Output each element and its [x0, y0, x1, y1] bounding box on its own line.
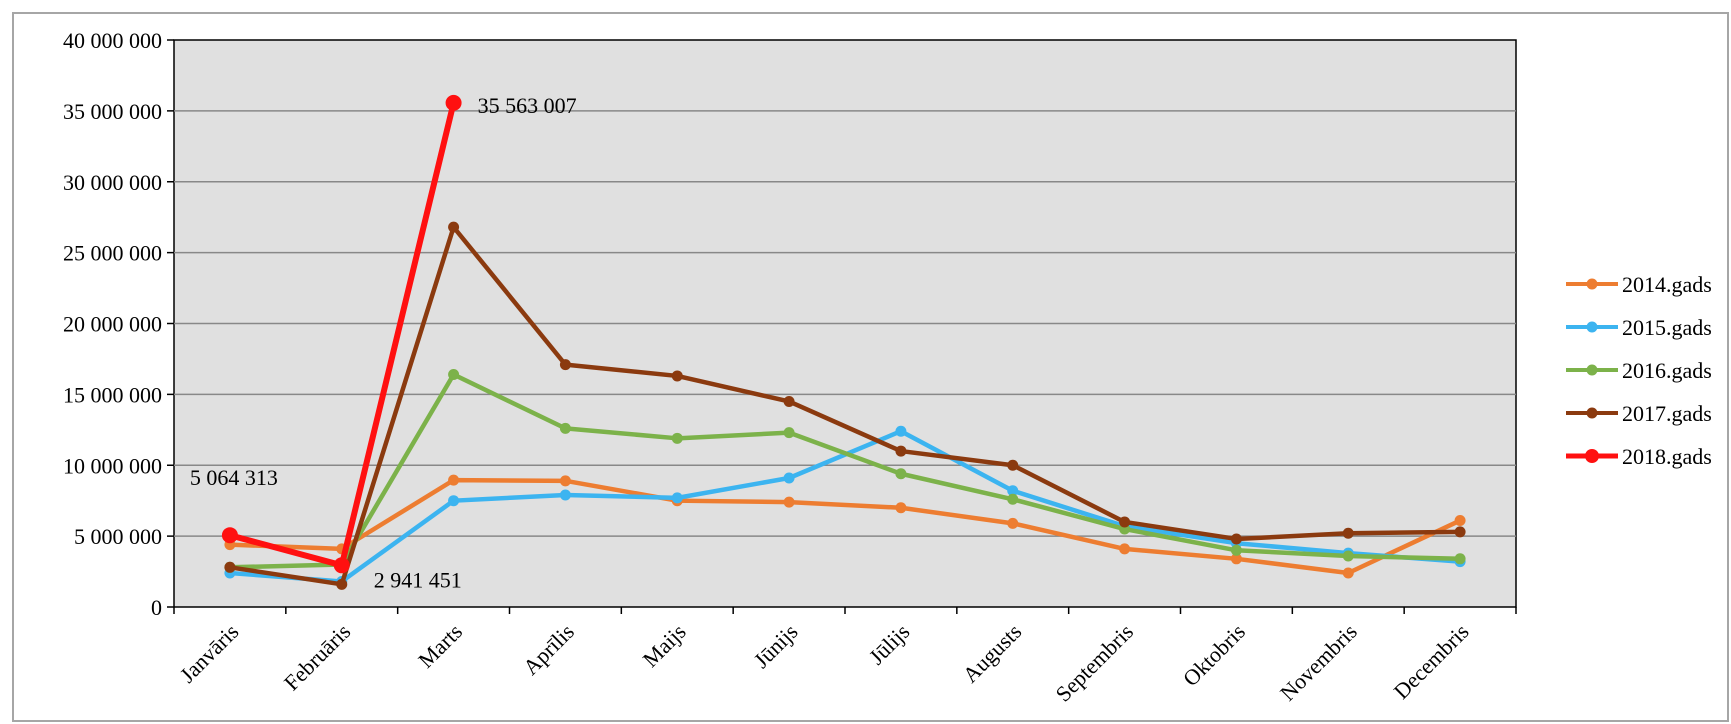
data-point [895, 425, 907, 437]
data-point [1119, 543, 1131, 555]
data-label: 5 064 313 [190, 465, 278, 490]
data-point [895, 445, 907, 457]
data-point [448, 474, 460, 486]
x-tick-label: Decembris [1389, 619, 1474, 704]
y-tick-label: 25 000 000 [63, 241, 162, 266]
data-point [783, 427, 795, 439]
data-point [1454, 553, 1466, 565]
data-point [336, 578, 348, 590]
data-point [224, 561, 236, 573]
data-point [1230, 533, 1242, 545]
legend-label: 2015.gads [1622, 315, 1712, 340]
data-point [559, 475, 571, 487]
data-point [783, 496, 795, 508]
x-tick-label: Marts [413, 619, 467, 673]
legend-label: 2017.gads [1622, 401, 1712, 426]
data-point [671, 432, 683, 444]
data-point [445, 94, 462, 111]
y-tick-label: 0 [151, 595, 162, 620]
legend-label: 2016.gads [1622, 358, 1712, 383]
data-point [333, 557, 350, 574]
legend-marker [1586, 407, 1598, 419]
y-tick-label: 10 000 000 [63, 453, 162, 478]
series-line [227, 372, 1463, 570]
y-tick-label: 35 000 000 [63, 99, 162, 124]
data-point [671, 370, 683, 382]
data-point [1007, 493, 1019, 505]
data-point [783, 472, 795, 484]
x-tick-label: Janvāris [175, 619, 244, 688]
data-label: 35 563 007 [478, 93, 577, 118]
data-point [1342, 527, 1354, 539]
data-point [895, 502, 907, 514]
x-tick-label: Novembris [1275, 619, 1362, 706]
data-point [895, 468, 907, 480]
series-line [227, 224, 1463, 587]
data-point [559, 489, 571, 501]
data-point [559, 359, 571, 371]
data-point [1454, 526, 1466, 538]
y-tick-label: 15 000 000 [63, 382, 162, 407]
y-tick-label: 20 000 000 [63, 312, 162, 337]
legend-marker [1586, 364, 1598, 376]
legend-marker [1585, 449, 1599, 463]
data-point [1007, 459, 1019, 471]
data-point [1007, 485, 1019, 497]
data-point [559, 422, 571, 434]
data-point [1119, 516, 1131, 528]
data-point [1230, 553, 1242, 565]
x-tick-label: Aprīlis [518, 619, 579, 680]
series-line [227, 477, 1463, 576]
data-point [783, 395, 795, 407]
legend-marker [1586, 278, 1598, 290]
x-tick-label: Jūlijs [864, 619, 915, 670]
x-tick-label: Septembris [1050, 619, 1138, 707]
legend-label: 2014.gads [1622, 272, 1712, 297]
y-tick-label: 5 000 000 [74, 524, 162, 549]
x-tick-label: Maijs [638, 619, 691, 672]
legend-marker [1586, 321, 1598, 333]
legend-label: 2018.gads [1622, 444, 1712, 469]
data-point [448, 495, 460, 507]
data-point [1342, 550, 1354, 562]
x-tick-label: Jūnijs [749, 619, 803, 673]
data-point [1342, 567, 1354, 579]
data-label: 2 941 451 [374, 567, 462, 592]
y-tick-label: 40 000 000 [63, 28, 162, 53]
data-point [221, 527, 238, 544]
data-point [448, 369, 460, 381]
x-tick-label: Oktobris [1178, 619, 1250, 691]
data-point [671, 492, 683, 504]
x-tick-label: Augusts [958, 619, 1027, 688]
data-point [1230, 544, 1242, 556]
y-tick-label: 30 000 000 [63, 170, 162, 195]
data-point [448, 221, 460, 233]
data-point [1454, 515, 1466, 527]
data-point [1007, 517, 1019, 529]
x-tick-label: Februāris [279, 619, 355, 695]
